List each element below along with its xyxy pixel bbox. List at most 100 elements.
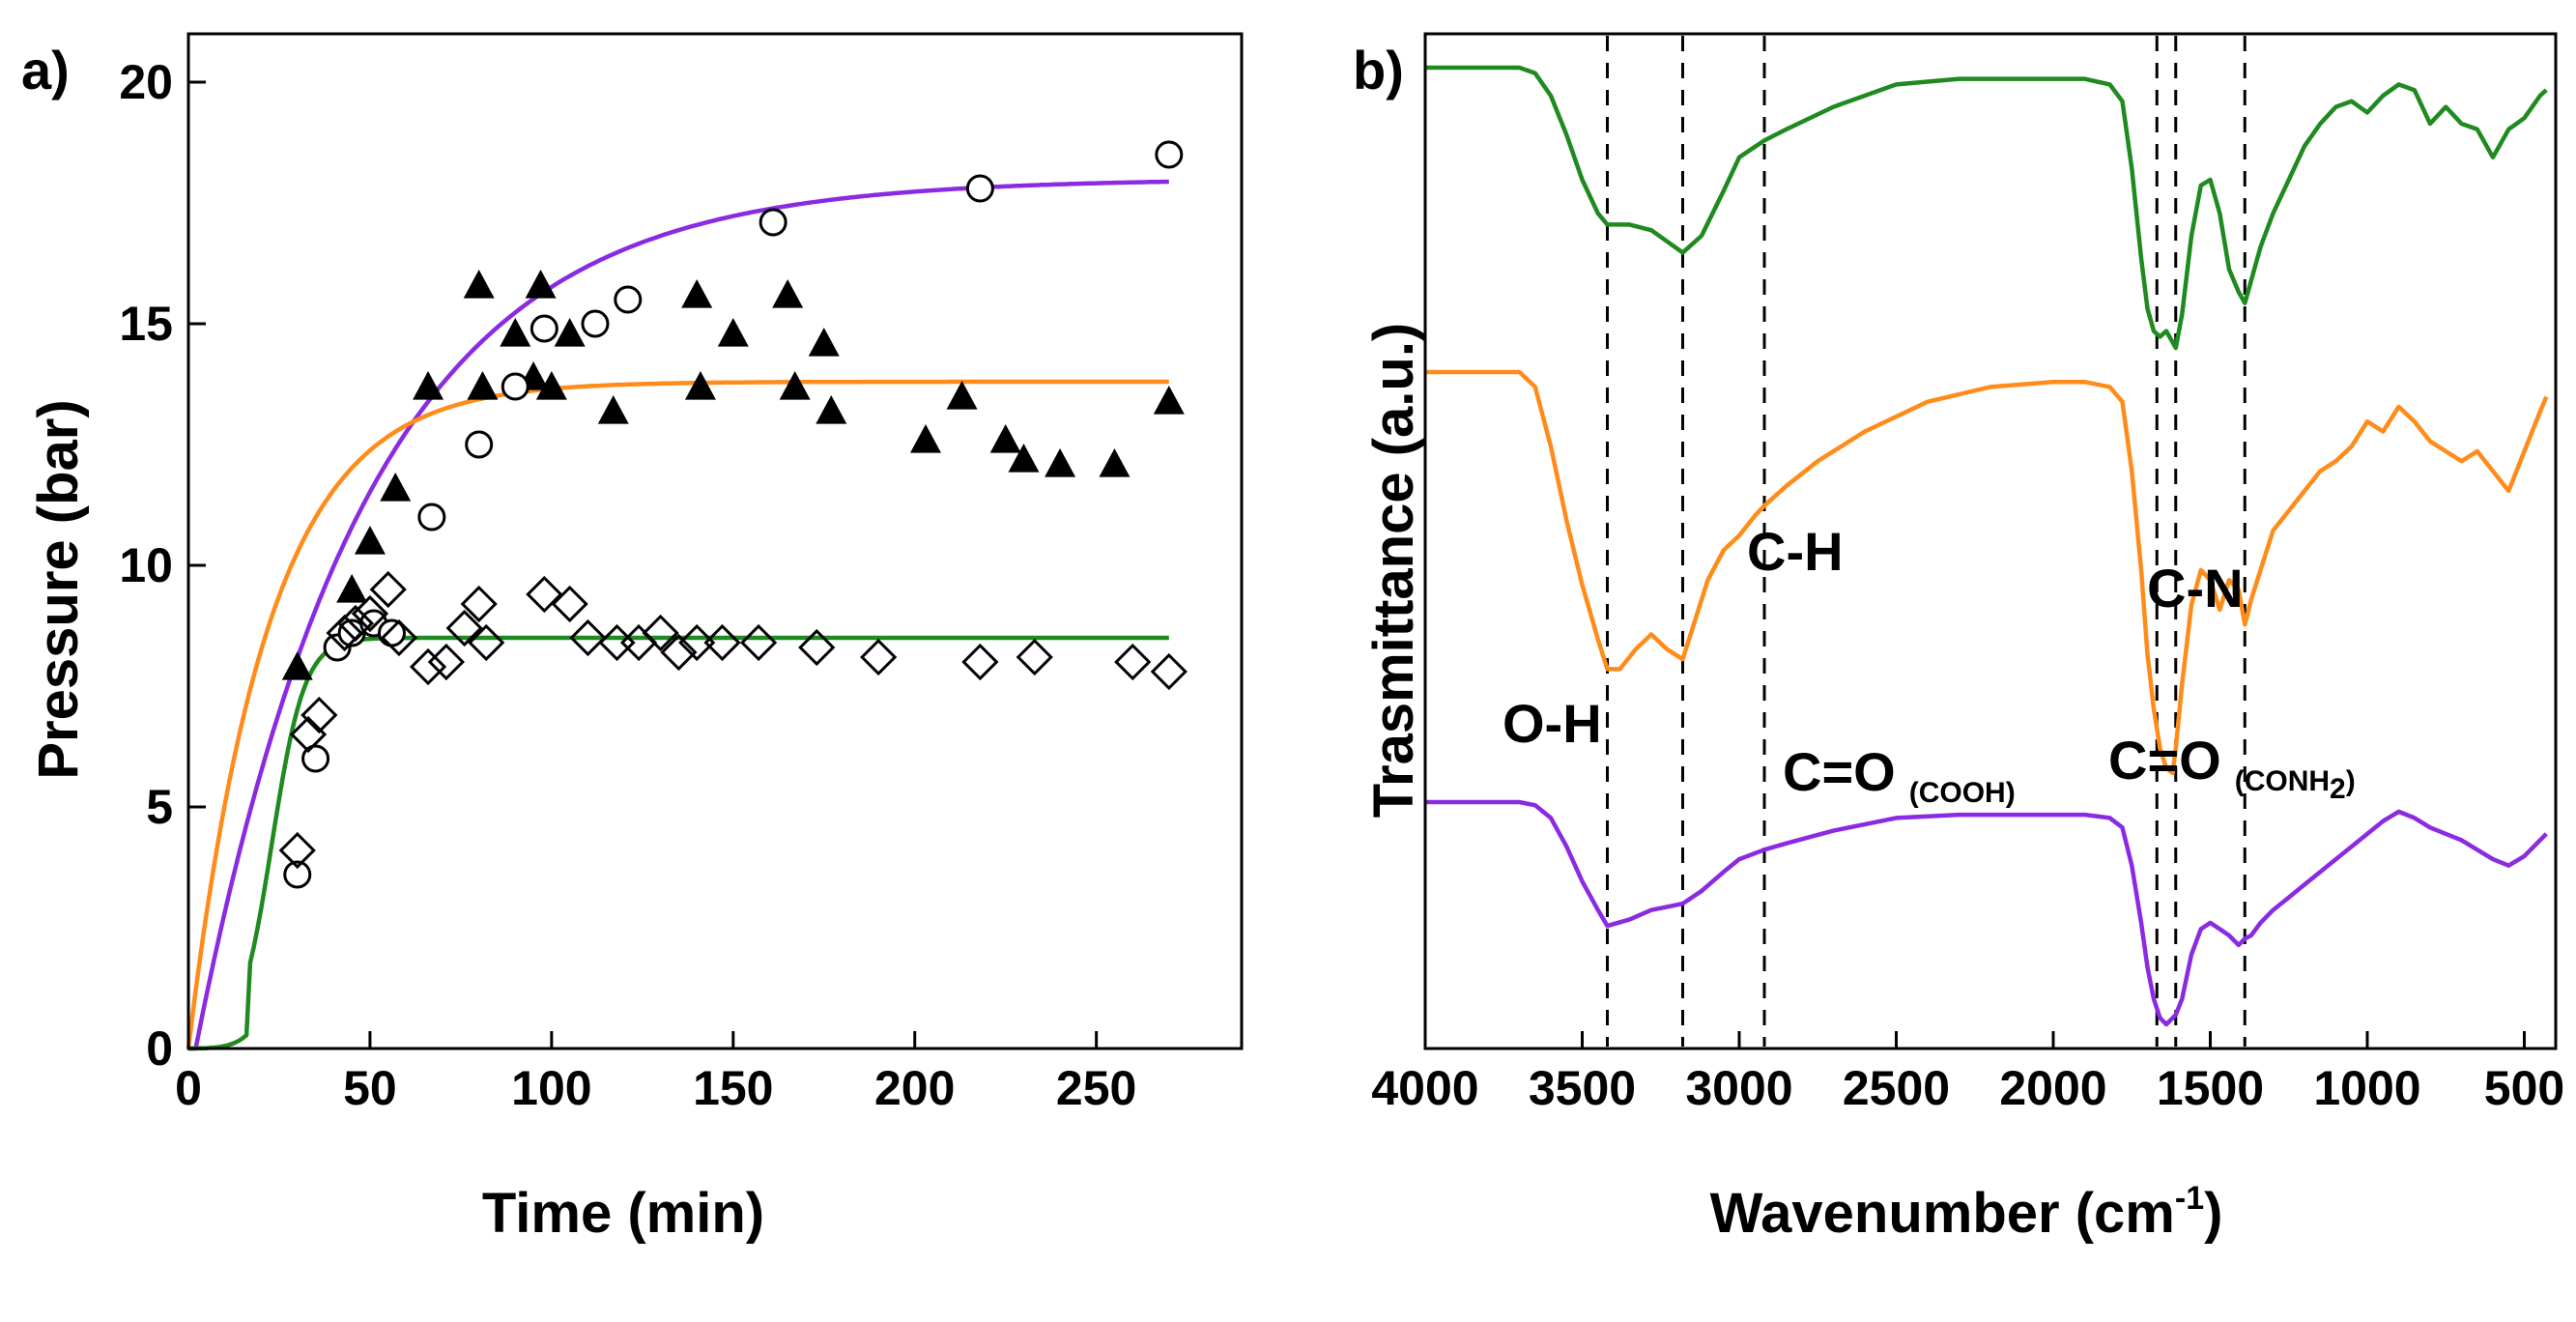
panel-b-xlabel-main: Wavenumber (cm: [1710, 1182, 2175, 1245]
panel-b-spectra: [1425, 65, 2549, 1027]
point-open-diamond-13: [526, 575, 563, 614]
point-filled-triangle-23: [1008, 444, 1040, 473]
annotation-cn: C-N: [2147, 558, 2244, 618]
point-open-circle-11: [614, 285, 643, 314]
point-open-diamond-26: [1016, 638, 1053, 676]
point-filled-triangle-21: [946, 381, 978, 410]
panel-a-ylabel-wrap: Pressure (bar): [27, 399, 90, 779]
panel-b-ylabel: Trasmittance (a.u.): [1362, 323, 1425, 818]
b-x-tick-label-1500: 1500: [2157, 1061, 2264, 1115]
fit-curve-2: [188, 635, 1169, 1051]
point-open-diamond-1: [289, 715, 328, 754]
annotation-co-cooh-main: C=O: [1783, 741, 1896, 802]
annotation-co-conh2: C=O (CONH2): [2108, 730, 2356, 805]
panel-b-xlabel: Wavenumber (cm-1): [1710, 1180, 2223, 1245]
point-open-diamond-21: [703, 623, 741, 662]
x-tick-label-200: 200: [874, 1061, 955, 1115]
point-open-diamond-6: [369, 570, 407, 609]
point-open-diamond-14: [551, 585, 588, 623]
point-open-diamond-4: [336, 604, 375, 643]
point-open-circle-9: [530, 314, 558, 343]
point-filled-triangle-1: [336, 574, 368, 603]
point-open-diamond-27: [1114, 643, 1152, 681]
x-tick-label-150: 150: [693, 1061, 773, 1115]
point-filled-triangle-15: [717, 318, 749, 347]
panel-a-xlabel: Time (min): [482, 1182, 764, 1245]
panel-b: b) Trasmittance (a.u.) Wavenumber (cm-1)…: [1353, 32, 2564, 1245]
annotation-co-cooh-sub: (COOH): [1909, 777, 2016, 809]
point-open-diamond-12: [468, 623, 505, 662]
y-tick-label-10: 10: [119, 538, 173, 592]
point-open-circle-1: [301, 744, 330, 773]
annotation-co-cooh: C=O (COOH): [1783, 741, 2016, 809]
panel-a-ticks: 0 50 100 150 200 250 0 5 10 15 20: [119, 55, 1136, 1115]
annotation-co-conh2-sub3: ): [2346, 765, 2356, 797]
point-filled-triangle-7: [500, 318, 531, 347]
point-open-diamond-23: [798, 628, 836, 667]
panel-b-xlabel-close: ): [2204, 1182, 2222, 1245]
fit-curve-0: [188, 179, 1169, 1051]
point-filled-triangle-3: [380, 473, 412, 502]
point-open-diamond-7: [380, 618, 418, 657]
panel-a-label: a): [21, 40, 70, 101]
panel-a-fit-curves: [186, 179, 1169, 1051]
panel-b-ticks: 4000 3500 3000 2500 2000 1500 1000 500: [1371, 1031, 2564, 1115]
point-filled-triangle-4: [413, 371, 444, 400]
point-filled-triangle-16: [772, 279, 804, 308]
point-filled-triangle-20: [910, 424, 941, 453]
point-filled-triangle-26: [1153, 386, 1185, 415]
point-open-circle-13: [965, 174, 994, 203]
point-open-diamond-8: [409, 647, 447, 686]
annotation-oh: O-H: [1503, 693, 1602, 754]
point-open-diamond-19: [660, 633, 698, 672]
x-tick-label-0: 0: [175, 1061, 202, 1115]
y-tick-label-20: 20: [119, 55, 173, 109]
point-filled-triangle-2: [354, 526, 386, 555]
point-filled-triangle-24: [1045, 448, 1076, 477]
b-x-tick-label-4000: 4000: [1371, 1061, 1478, 1115]
b-x-tick-label-2000: 2000: [1999, 1061, 2106, 1115]
point-filled-triangle-5: [463, 270, 495, 299]
point-filled-triangle-9: [525, 270, 557, 299]
y-tick-label-15: 15: [119, 297, 173, 351]
point-filled-triangle-18: [808, 328, 840, 357]
b-x-tick-label-3500: 3500: [1529, 1061, 1636, 1115]
point-open-diamond-5: [351, 594, 389, 633]
point-open-circle-10: [581, 309, 610, 338]
b-x-tick-label-500: 500: [2484, 1061, 2564, 1115]
point-open-diamond-25: [961, 643, 999, 681]
point-open-diamond-22: [739, 623, 778, 662]
annotation-ch: C-H: [1747, 521, 1844, 582]
point-filled-triangle-6: [467, 371, 499, 400]
panel-b-ylabel-wrap: Trasmittance (a.u.): [1362, 323, 1425, 818]
point-filled-triangle-19: [816, 395, 847, 424]
panel-a-ylabel: Pressure (bar): [27, 399, 90, 779]
panel-a-plot-frame: [186, 32, 1244, 1050]
panel-b-label: b): [1353, 40, 1404, 101]
point-filled-triangle-14: [684, 371, 716, 400]
panel-a: a) Pressure (bar) Time (min) 0 50 100 150 20…: [21, 32, 1244, 1245]
b-x-tick-label-2500: 2500: [1843, 1061, 1950, 1115]
point-open-diamond-2: [301, 696, 338, 734]
point-filled-triangle-10: [535, 371, 567, 400]
panel-a-data-points: [278, 140, 1188, 889]
point-open-diamond-24: [860, 638, 898, 676]
point-open-diamond-9: [427, 643, 465, 681]
y-tick-label-0: 0: [146, 1021, 173, 1076]
point-filled-triangle-22: [989, 424, 1021, 453]
b-x-tick-label-3000: 3000: [1685, 1061, 1792, 1115]
annotation-co-conh2-main: C=O: [2108, 730, 2221, 790]
b-x-tick-label-1000: 1000: [2313, 1061, 2420, 1115]
point-filled-triangle-17: [779, 371, 811, 400]
point-open-diamond-28: [1150, 652, 1188, 691]
spectrum-1: [1425, 369, 2549, 776]
x-tick-label-250: 250: [1056, 1061, 1136, 1115]
point-filled-triangle-11: [554, 318, 586, 347]
point-open-circle-6: [417, 503, 446, 532]
point-open-diamond-20: [678, 623, 716, 662]
point-open-circle-12: [758, 208, 787, 237]
point-open-circle-7: [465, 430, 494, 459]
panel-b-reference-lines: [1606, 36, 2247, 1047]
point-filled-triangle-25: [1099, 448, 1131, 477]
